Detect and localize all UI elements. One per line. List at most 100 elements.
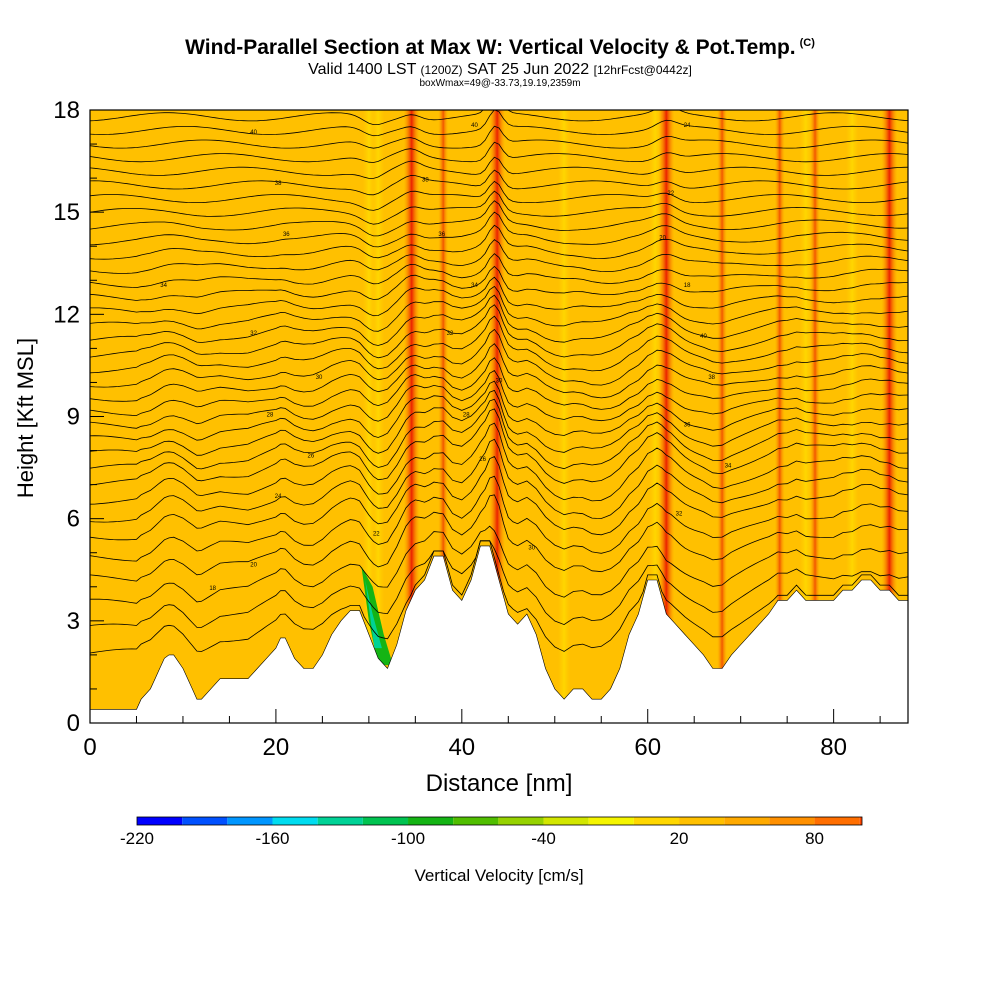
colorbar-swatch: [633, 817, 680, 825]
contour-label: 22: [373, 532, 380, 538]
isentrope-20: [90, 276, 908, 317]
colorbar-swatch: [679, 817, 725, 825]
isentrope-29: [90, 169, 908, 196]
chart-subtitle-2: boxWmax=49@-33.73,19.19,2359m: [419, 78, 581, 89]
downdraft-column-5: [846, 110, 859, 723]
contour-label: 38: [422, 178, 429, 184]
isentrope-2: [90, 525, 908, 604]
contour-label: 34: [471, 283, 478, 289]
isentrope-6: [90, 438, 908, 523]
isentrope-24: [90, 224, 908, 260]
contour-label: 34: [160, 283, 167, 289]
downdraft-column-4: [799, 110, 812, 723]
colorbar-swatch: [362, 817, 409, 825]
y-tick-label: 3: [67, 608, 80, 635]
contour-label: 36: [438, 232, 445, 238]
isentrope-22: [90, 253, 908, 289]
contour-label: 18: [684, 283, 691, 289]
isentrope-4: [90, 475, 908, 562]
colorbar-swatch: [227, 817, 273, 825]
updraft-column-6: [810, 110, 821, 723]
contour-label: 20: [659, 235, 666, 241]
colorbar-swatch: [317, 817, 363, 825]
contour-label: 38: [275, 181, 282, 187]
subtitle-utc: (1200Z): [420, 63, 463, 77]
y-tick-label: 12: [53, 301, 80, 328]
isentrope-8: [90, 408, 908, 486]
isentrope-1: [90, 540, 908, 628]
colorbar-swatch: [724, 817, 770, 825]
colorbar-swatch: [408, 817, 454, 825]
colorbar-swatch: [769, 817, 815, 825]
isentrope-28: [90, 180, 908, 211]
isentrope-11: [90, 380, 908, 441]
contour-label: 38: [708, 375, 715, 381]
updraft-column-0: [403, 110, 420, 723]
colorbar-tick-label: -40: [531, 829, 556, 848]
x-axis-label: Distance [nm]: [426, 770, 573, 797]
downdraft-column-2: [558, 110, 571, 723]
isentrope-17: [90, 304, 908, 359]
x-tick-label: 60: [634, 734, 661, 761]
contour-label: 24: [275, 494, 282, 500]
updraft-column-2: [438, 110, 449, 723]
colorbar-tick-label: -100: [391, 829, 425, 848]
contour-label: 32: [447, 331, 454, 337]
colorbar-frame: [136, 816, 863, 826]
updraft-column-4: [717, 110, 728, 723]
isentrope-13: [90, 357, 908, 416]
isentrope-26: [90, 200, 908, 237]
updraft-column-3: [658, 110, 675, 723]
isentrope-0: [90, 540, 908, 654]
plot-area: 40 38 36 34 32 30 28 26 24 22 20 18 40 38 36 34 32 30 28 26…: [90, 110, 908, 723]
contour-label: 40: [700, 334, 707, 340]
isentrope-30: [90, 156, 908, 179]
isentrope-21: [90, 265, 908, 301]
colorbar-swatch: [498, 817, 544, 825]
x-tick-label: 20: [263, 734, 290, 761]
x-tick-label: 0: [83, 734, 96, 761]
isentrope-5: [90, 455, 908, 541]
subtitle-valid: Valid 1400 LST: [308, 61, 417, 78]
colorbar-swatch: [137, 817, 183, 825]
contour-label: 34: [725, 464, 732, 470]
updraft-column-5: [774, 110, 785, 723]
isentrope-16: [90, 315, 908, 374]
x-tick-label: 80: [820, 734, 847, 761]
contour-label: 40: [250, 130, 257, 136]
subtitle-forecast: [12hrFcst@0442z]: [593, 63, 692, 77]
contour-label: 28: [267, 413, 274, 419]
isentrope-15: [90, 328, 908, 388]
chart-title: Wind-Parallel Section at Max W: Vertical…: [0, 36, 1000, 60]
isentrope-23: [90, 239, 908, 274]
downdraft-core-inner: [365, 579, 382, 649]
isentrope-7: [90, 422, 908, 505]
copyright-mark: (C): [799, 37, 815, 49]
colorbar: -220 -160 -100 -40 20 80: [120, 816, 863, 848]
isentrope-34: [90, 110, 908, 125]
isentrope-contours: [90, 110, 908, 654]
contour-label: 20: [250, 562, 257, 568]
y-tick-label: 6: [67, 506, 80, 533]
contour-label: 32: [676, 511, 683, 517]
chart-subtitle: Valid 1400 LST (1200Z) SAT 25 Jun 2022 […: [0, 61, 1000, 79]
terrain-mask: [90, 545, 908, 723]
velocity-columns: [361, 110, 898, 723]
contour-label: 36: [684, 423, 691, 429]
isentrope-33: [90, 110, 908, 137]
isentrope-31: [90, 141, 908, 163]
contour-label: 26: [479, 457, 486, 463]
contour-label: 40: [471, 123, 478, 129]
contour-label: 36: [283, 232, 290, 238]
contour-label: 30: [528, 545, 535, 551]
colorbar-swatch: [453, 817, 499, 825]
colorbar-label: Vertical Velocity [cm/s]: [414, 866, 583, 885]
chart-title-text: Wind-Parallel Section at Max W: Vertical…: [185, 36, 796, 59]
contour-label: 30: [496, 378, 503, 384]
isentrope-10: [90, 389, 908, 456]
colorbar-swatch: [543, 817, 589, 825]
isentrope-14: [90, 343, 908, 402]
contour-label: 26: [308, 453, 315, 459]
contour-labels: 40 38 36 34 32 30 28 26 24 22 20 18 40 38 36 34 32 30 28 26…: [160, 123, 732, 592]
